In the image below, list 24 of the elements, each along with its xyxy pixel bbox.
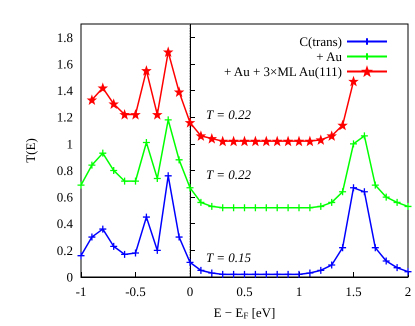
y-tick-label: 1.4 xyxy=(56,83,74,98)
x-tick-label: 0.5 xyxy=(236,284,253,299)
y-tick-label: 1.8 xyxy=(56,30,73,45)
annotation: T = 0.22 xyxy=(206,107,252,122)
annotation: T = 0.15 xyxy=(206,250,252,265)
y-tick-label: 1 xyxy=(66,136,73,152)
y-axis-title: T(E) xyxy=(23,138,38,163)
y-tick-label: 0 xyxy=(66,270,73,284)
y-tick-label: 0.4 xyxy=(56,216,74,232)
legend-label: C(trans) xyxy=(299,34,342,49)
legend-label: + Au xyxy=(316,49,342,64)
x-tick-label: 0 xyxy=(186,284,194,299)
legend-label: + Au + 3×ML Au(111) xyxy=(224,64,342,79)
y-tick-label: 0.8 xyxy=(56,162,73,178)
x-tick-label: -1 xyxy=(76,284,86,299)
annotation: T = 0.22 xyxy=(206,167,252,182)
x-tick-label: 1.5 xyxy=(345,284,362,299)
y-tick-label: 1.2 xyxy=(56,110,73,125)
y-tick-label: 1.6 xyxy=(56,56,74,72)
x-tick-label: -0.5 xyxy=(125,284,146,299)
x-tick-label: 1 xyxy=(296,284,302,299)
x-tick-label: 2 xyxy=(404,284,412,299)
y-tick-label: 0.6 xyxy=(56,190,74,205)
y-tick-label: 0.2 xyxy=(56,242,73,258)
